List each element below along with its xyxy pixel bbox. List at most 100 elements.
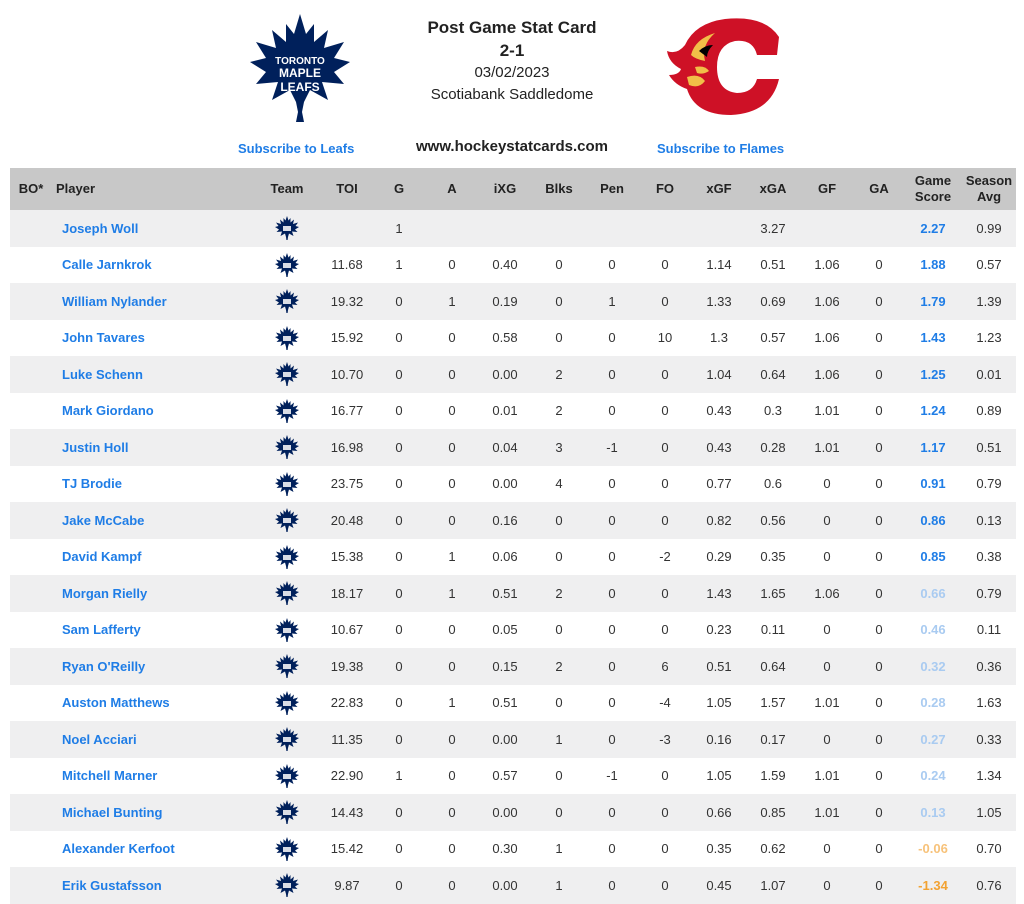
pen-cell: 0 [608, 841, 616, 857]
bo-cell [10, 429, 52, 466]
player-link[interactable]: Morgan Rielly [62, 585, 148, 601]
bo-cell [10, 502, 52, 539]
maple-leaf-icon [275, 216, 299, 241]
col-game-score[interactable]: Game Score [904, 168, 962, 210]
team-cell [252, 466, 322, 503]
fo-cell: 0 [661, 403, 669, 419]
player-cell: Calle Jarnkrok [52, 247, 252, 284]
pen-cell: 0 [608, 403, 616, 419]
player-link[interactable]: Jake McCabe [62, 512, 145, 528]
player-cell: TJ Brodie [52, 466, 252, 503]
season-avg-cell: 0.13 [976, 512, 1002, 528]
xga-cell: 0.17 [760, 731, 786, 747]
player-link[interactable]: Auston Matthews [62, 695, 170, 711]
table-row: Michael Bunting 14.43 0 0 0.00 0 0 0 0.66 0.85 1.0… [10, 794, 1016, 831]
bo-cell [10, 831, 52, 868]
player-link[interactable]: John Tavares [62, 330, 145, 346]
gf-cell: 1.06 [814, 257, 840, 273]
col-fo[interactable]: FO [638, 168, 692, 210]
col-game-score-line1: Game [914, 173, 952, 188]
player-link[interactable]: Sam Lafferty [62, 622, 141, 638]
col-gf[interactable]: GF [800, 168, 854, 210]
player-link[interactable]: Mark Giordano [62, 403, 154, 419]
toi-cell: 18.17 [330, 585, 364, 601]
xga-cell: 3.27 [760, 220, 786, 236]
game-score-cell: 1.24 [920, 403, 946, 419]
player-cell: Mark Giordano [52, 393, 252, 430]
col-season-avg[interactable]: Season Avg [962, 168, 1016, 210]
blks-cell: 4 [555, 476, 563, 492]
col-xgf[interactable]: xGF [692, 168, 746, 210]
player-link[interactable]: Michael Bunting [62, 804, 163, 820]
player-link[interactable]: David Kampf [62, 549, 142, 565]
season-avg-cell: 1.05 [976, 804, 1002, 820]
col-pen[interactable]: Pen [586, 168, 638, 210]
table-row: Alexander Kerfoot 15.42 0 0 0.30 1 0 0 0.35 0.62 0… [10, 830, 1016, 868]
ga-cell: 0 [875, 695, 883, 711]
player-link[interactable]: Noel Acciari [62, 731, 137, 747]
col-g[interactable]: G [372, 168, 426, 210]
blks-cell: 0 [555, 512, 563, 528]
player-link[interactable]: Justin Holl [62, 439, 129, 455]
ga-cell: 0 [875, 293, 883, 309]
gf-cell: 0 [823, 841, 831, 857]
table-row: Erik Gustafsson 9.87 0 0 0.00 1 0 0 0.45 1.07 0 0 -1… [10, 867, 1016, 904]
ixg-cell: 0.19 [492, 293, 518, 309]
col-a[interactable]: A [426, 168, 478, 210]
game-score-cell: 0.46 [920, 622, 946, 638]
xgf-cell: 1.05 [706, 695, 732, 711]
player-link[interactable]: William Nylander [62, 293, 167, 309]
col-player[interactable]: Player [52, 168, 252, 210]
player-cell: Morgan Rielly [52, 575, 252, 612]
a-cell: 0 [448, 476, 456, 492]
a-cell: 1 [448, 549, 456, 565]
ixg-cell: 0.30 [492, 841, 518, 857]
maple-leaf-icon [275, 581, 299, 606]
a-cell [426, 210, 478, 247]
table-row: Mitchell Marner 22.90 1 0 0.57 0 -1 0 1.05 1.59 1.… [10, 757, 1016, 795]
blks-cell: 2 [555, 658, 563, 674]
subscribe-flames-link[interactable]: Subscribe to Flames [657, 141, 785, 156]
game-score-cell: 0.24 [920, 768, 946, 784]
bo-cell [10, 758, 52, 795]
table-row: Morgan Rielly 18.17 0 1 0.51 2 0 0 1.43 1.65 1.06 0… [10, 575, 1016, 612]
blks-cell: 0 [555, 622, 563, 638]
ixg-cell: 0.05 [492, 622, 518, 638]
g-cell: 0 [395, 622, 403, 638]
bo-cell [10, 283, 52, 320]
col-toi[interactable]: TOI [322, 168, 372, 210]
pen-cell: -1 [606, 439, 618, 455]
table-body: Joseph Woll 1 3.27 2.27 0.99 Calle Jarnkrok 11… [10, 210, 1016, 904]
toi-cell: 19.32 [330, 293, 364, 309]
ixg-cell: 0.00 [492, 366, 518, 382]
xga-cell: 1.59 [760, 768, 786, 784]
col-ixg[interactable]: iXG [478, 168, 532, 210]
game-score-cell: 1.17 [920, 439, 946, 455]
player-cell: Auston Matthews [52, 685, 252, 722]
player-link[interactable]: Luke Schenn [62, 366, 143, 382]
xgf-cell: 1.3 [709, 330, 729, 346]
player-link[interactable]: Ryan O'Reilly [62, 658, 146, 674]
g-cell: 0 [395, 731, 403, 747]
maple-leaf-icon [275, 471, 299, 496]
col-team[interactable]: Team [252, 168, 322, 210]
player-link[interactable]: Calle Jarnkrok [62, 257, 152, 273]
toi-cell: 20.48 [330, 512, 364, 528]
season-avg-cell: 0.36 [976, 658, 1002, 674]
player-link[interactable]: TJ Brodie [62, 476, 122, 492]
ga-cell: 0 [875, 731, 883, 747]
g-cell: 0 [395, 403, 403, 419]
player-link[interactable]: Alexander Kerfoot [62, 841, 175, 857]
xga-cell: 0.69 [760, 293, 786, 309]
col-bo[interactable]: BO* [10, 168, 52, 210]
col-xga[interactable]: xGA [746, 168, 800, 210]
col-blks[interactable]: Blks [532, 168, 586, 210]
table-row: Ryan O'Reilly 19.38 0 0 0.15 2 0 6 0.51 0.64 0 0 0.3… [10, 648, 1016, 685]
player-link[interactable]: Joseph Woll [62, 220, 139, 236]
table-row: Calle Jarnkrok 11.68 1 0 0.40 0 0 0 1.14 0.51 1.06… [10, 246, 1016, 284]
col-ga[interactable]: GA [854, 168, 904, 210]
player-link[interactable]: Mitchell Marner [62, 768, 158, 784]
player-link[interactable]: Erik Gustafsson [62, 877, 162, 893]
subscribe-leafs-link[interactable]: Subscribe to Leafs [238, 141, 355, 156]
ga-cell: 0 [875, 768, 883, 784]
